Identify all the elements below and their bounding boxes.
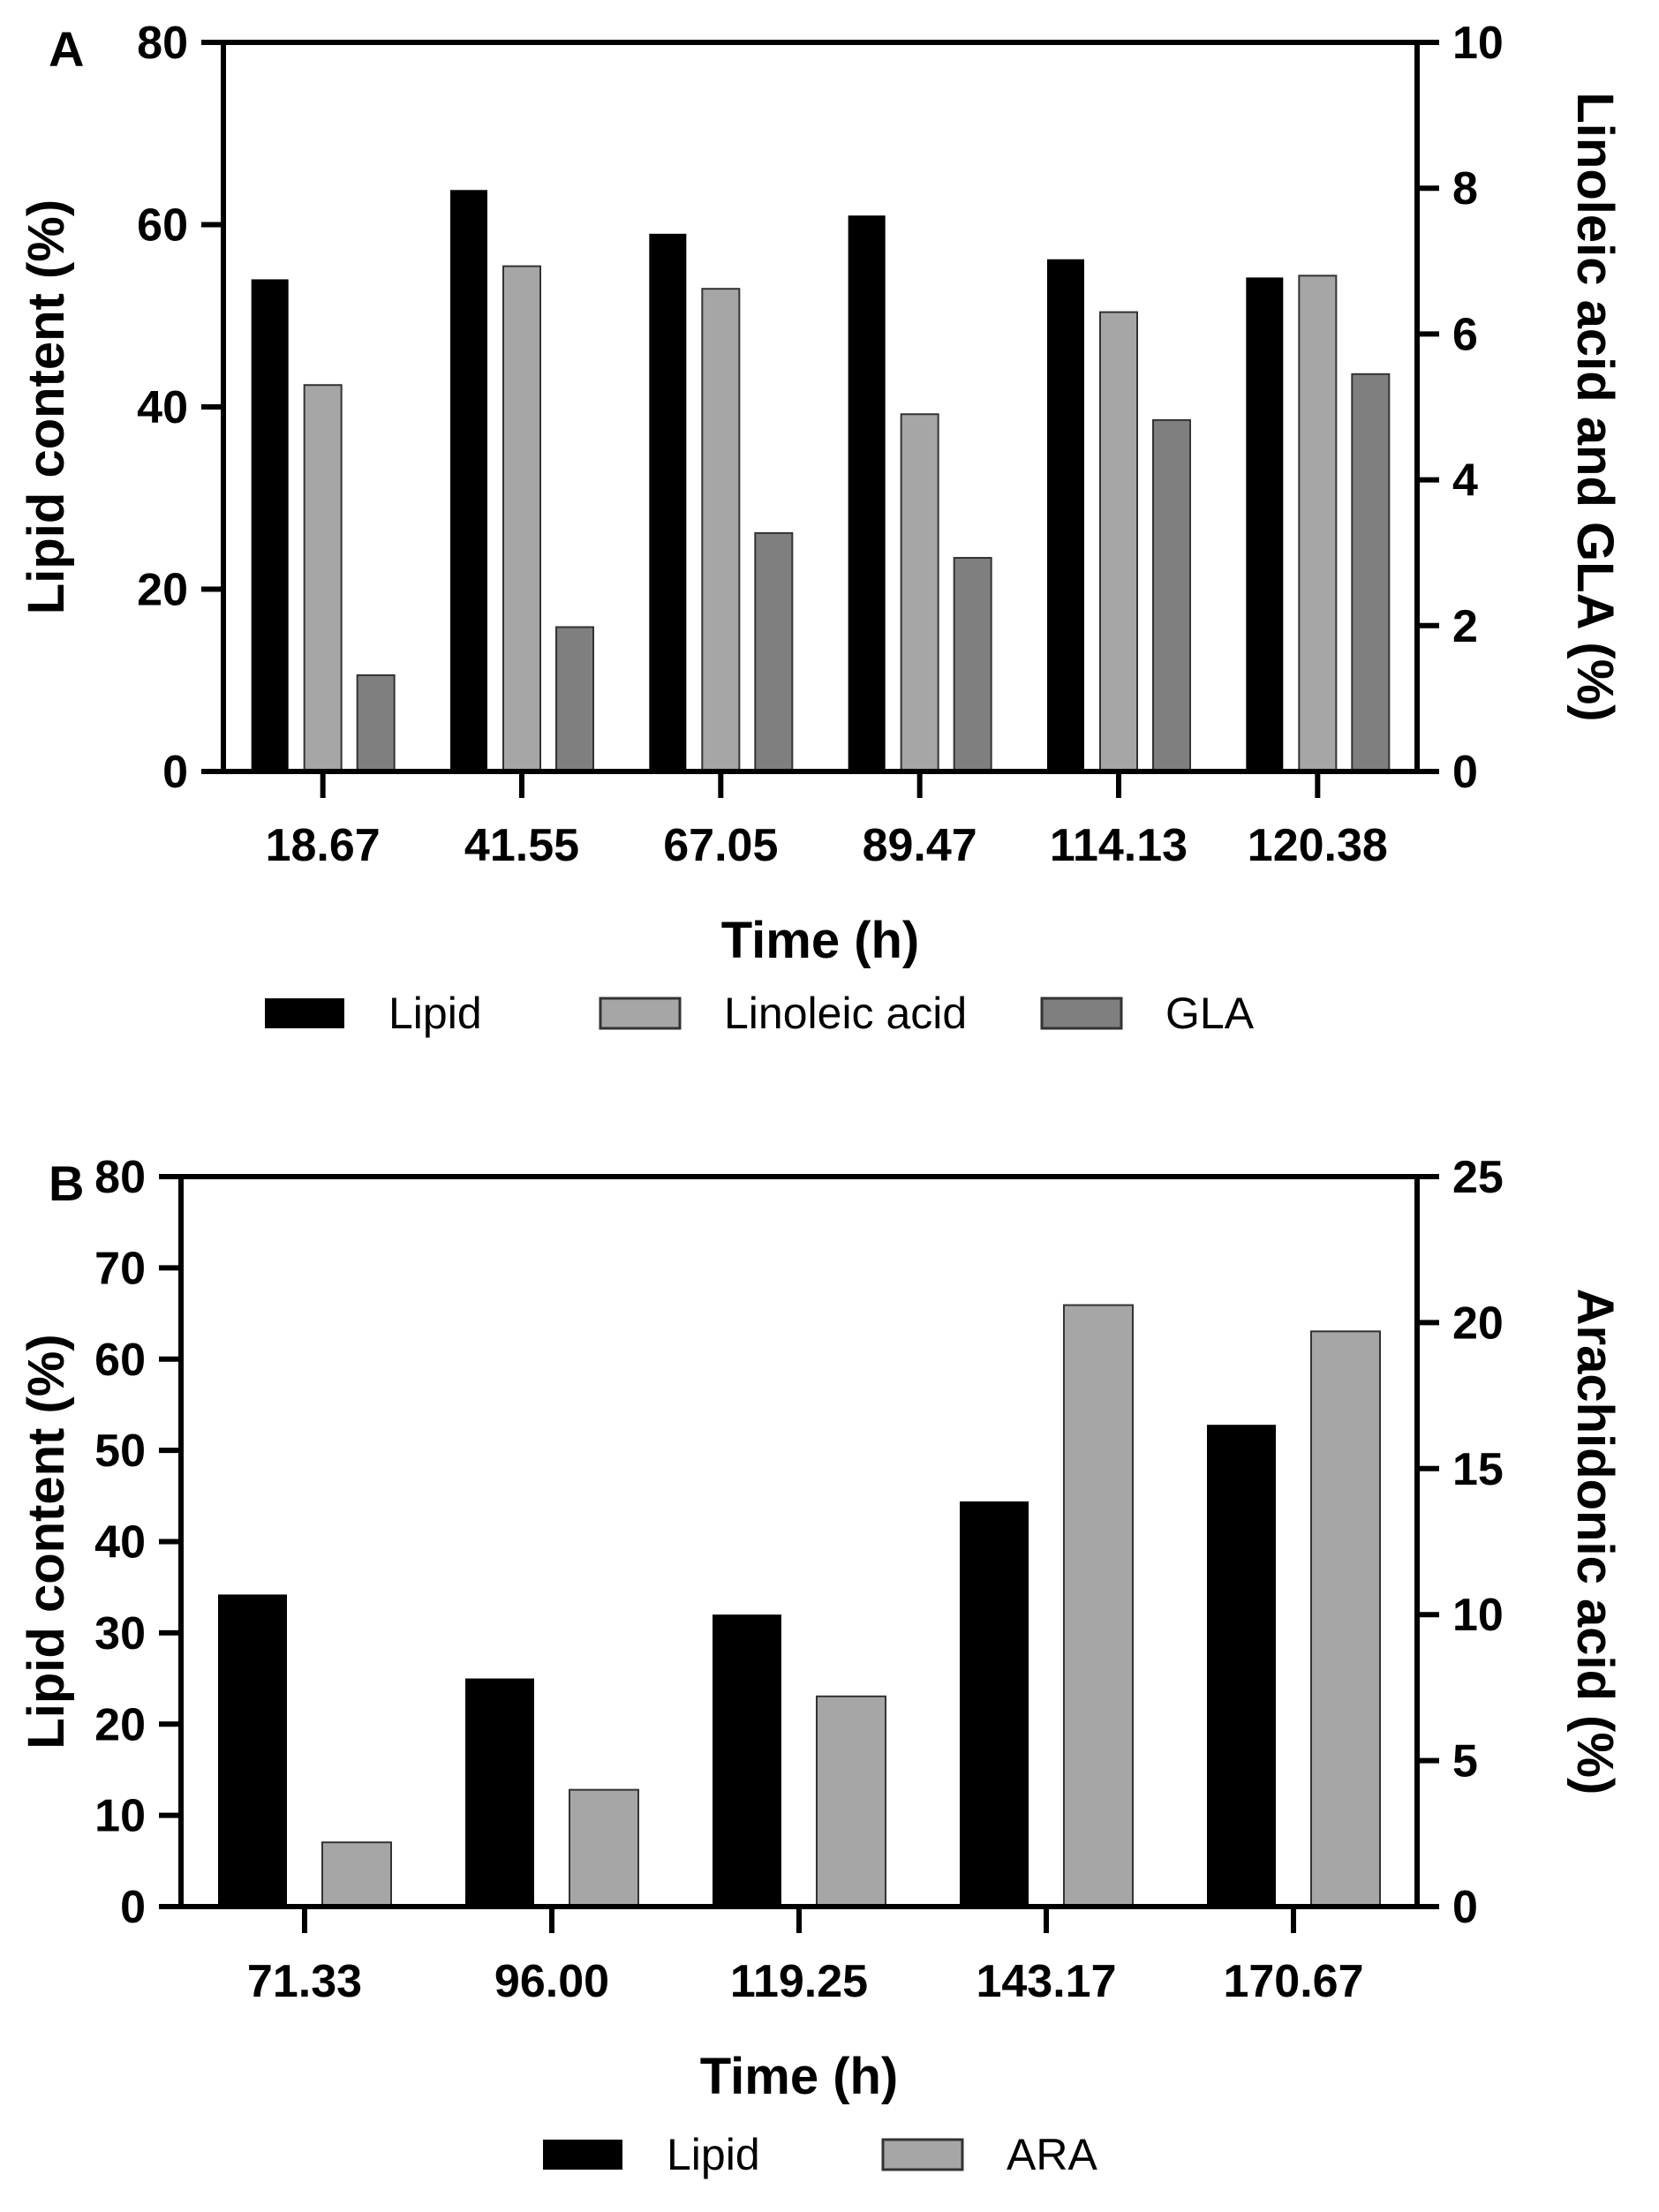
x-tick-label: 18.67 xyxy=(266,820,381,871)
bar-linoleic-acid-67.05 xyxy=(701,288,741,772)
y-tick-label-left: 0 xyxy=(120,1882,146,1933)
y-tick-label-right: 10 xyxy=(1452,1590,1504,1641)
x-axis-title: Time (h) xyxy=(700,2048,899,2105)
x-tick-label: 119.25 xyxy=(730,1956,868,2007)
bar-lipid-114.13 xyxy=(1047,259,1084,771)
y-tick-label-left: 40 xyxy=(94,1517,146,1569)
bar-linoleic-acid-114.13 xyxy=(1099,311,1138,772)
legend-label-gla: GLA xyxy=(1165,989,1255,1038)
legend-swatch-gla xyxy=(1040,997,1123,1030)
y-axis-title-right: Linoleic acid and GLA (%) xyxy=(1566,92,1624,721)
bar-gla-114.13 xyxy=(1152,418,1191,772)
bar-gla-67.05 xyxy=(754,531,794,772)
y-tick-label-right: 10 xyxy=(1452,18,1504,69)
y-tick-label-left: 60 xyxy=(94,1335,146,1386)
y-tick-label-left: 60 xyxy=(137,200,188,252)
legend-label-lipid: Lipid xyxy=(667,2130,760,2179)
y-tick-label-left: 40 xyxy=(137,382,188,433)
bar-linoleic-acid-41.55 xyxy=(502,265,541,773)
chart-panel-a: 0 20 40 60 80 0 2 4 6 8 10 18.67 41.55 67.05 89.47 114.… xyxy=(18,18,1624,1038)
y-tick-label-left: 20 xyxy=(94,1699,146,1750)
bar-lipid-67.05 xyxy=(649,233,687,771)
bar-gla-89.47 xyxy=(953,556,992,772)
x-tick-label: 120.38 xyxy=(1248,820,1388,871)
bar-lipid-119.25 xyxy=(713,1614,781,1907)
y-tick-label-right: 6 xyxy=(1452,309,1478,360)
bar-linoleic-acid-120.38 xyxy=(1298,275,1338,772)
y-tick-label-left: 10 xyxy=(94,1791,146,1842)
legend-swatch-linoleic-acid xyxy=(599,997,682,1030)
y-tick-label-right: 4 xyxy=(1452,455,1478,507)
y-axis-title-right: Arachidonic acid (%) xyxy=(1566,1289,1624,1795)
legend-label-linoleic-acid: Linoleic acid xyxy=(724,989,967,1038)
y-tick-label-right: 8 xyxy=(1452,163,1478,214)
x-tick-label: 41.55 xyxy=(464,820,579,871)
x-axis-title: Time (h) xyxy=(721,912,920,969)
bar-gla-18.67 xyxy=(356,673,396,773)
x-tick-label: 170.67 xyxy=(1223,1956,1363,2007)
bar-ara-96.00 xyxy=(569,1788,639,1908)
bar-linoleic-acid-18.67 xyxy=(303,384,343,772)
y-axis-title-left: Lipid content (%) xyxy=(18,199,75,614)
panel-label: A xyxy=(49,21,84,77)
legend-swatch-lipid xyxy=(543,2140,622,2170)
y-tick-label-right: 15 xyxy=(1452,1444,1504,1495)
legend-swatch-ara xyxy=(881,2138,964,2171)
y-tick-label-left: 0 xyxy=(162,747,188,798)
bar-linoleic-acid-89.47 xyxy=(900,413,939,772)
y-tick-label-right: 0 xyxy=(1452,747,1478,798)
x-tick-label: 96.00 xyxy=(494,1956,609,2007)
legend-label-ara: ARA xyxy=(1007,2130,1097,2179)
x-tick-label: 67.05 xyxy=(663,820,778,871)
bar-gla-120.38 xyxy=(1351,372,1391,772)
y-tick-label-left: 50 xyxy=(94,1426,146,1477)
chart-panel-b: 0 10 20 30 40 50 60 70 80 0 5 10 15 20 25 71.33 96.00 119… xyxy=(18,1152,1624,2179)
y-tick-label-left: 80 xyxy=(94,1152,146,1203)
legend-swatch-lipid xyxy=(265,998,344,1028)
x-tick-label: 143.17 xyxy=(976,1956,1116,2007)
y-tick-label-right: 25 xyxy=(1452,1152,1504,1203)
legend-label-lipid: Lipid xyxy=(388,989,482,1038)
bar-lipid-120.38 xyxy=(1246,277,1284,771)
y-tick-label-right: 20 xyxy=(1452,1298,1504,1349)
bar-ara-119.25 xyxy=(816,1695,886,1907)
bar-ara-71.33 xyxy=(321,1841,392,1908)
bar-lipid-96.00 xyxy=(465,1678,534,1907)
x-tick-label: 71.33 xyxy=(247,1956,362,2007)
x-tick-label: 89.47 xyxy=(863,820,977,871)
bar-ara-143.17 xyxy=(1063,1304,1134,1907)
bar-lipid-89.47 xyxy=(848,215,886,772)
y-axis-title-left: Lipid content (%) xyxy=(18,1334,75,1749)
bar-lipid-18.67 xyxy=(251,279,289,771)
bar-lipid-41.55 xyxy=(450,190,487,771)
y-tick-label-left: 80 xyxy=(137,18,188,69)
panel-label: B xyxy=(49,1155,84,1211)
bar-ara-170.67 xyxy=(1310,1330,1381,1907)
bar-lipid-71.33 xyxy=(218,1594,287,1907)
y-tick-label-left: 70 xyxy=(94,1243,146,1294)
bar-lipid-170.67 xyxy=(1207,1425,1276,1907)
bar-lipid-143.17 xyxy=(960,1501,1029,1907)
y-tick-label-left: 20 xyxy=(137,565,188,616)
x-tick-label: 114.13 xyxy=(1050,820,1188,871)
bar-gla-41.55 xyxy=(555,626,594,773)
y-tick-label-right: 5 xyxy=(1452,1736,1478,1787)
y-tick-label-left: 30 xyxy=(94,1608,146,1659)
y-tick-label-right: 0 xyxy=(1452,1882,1478,1933)
y-tick-label-right: 2 xyxy=(1452,601,1478,652)
